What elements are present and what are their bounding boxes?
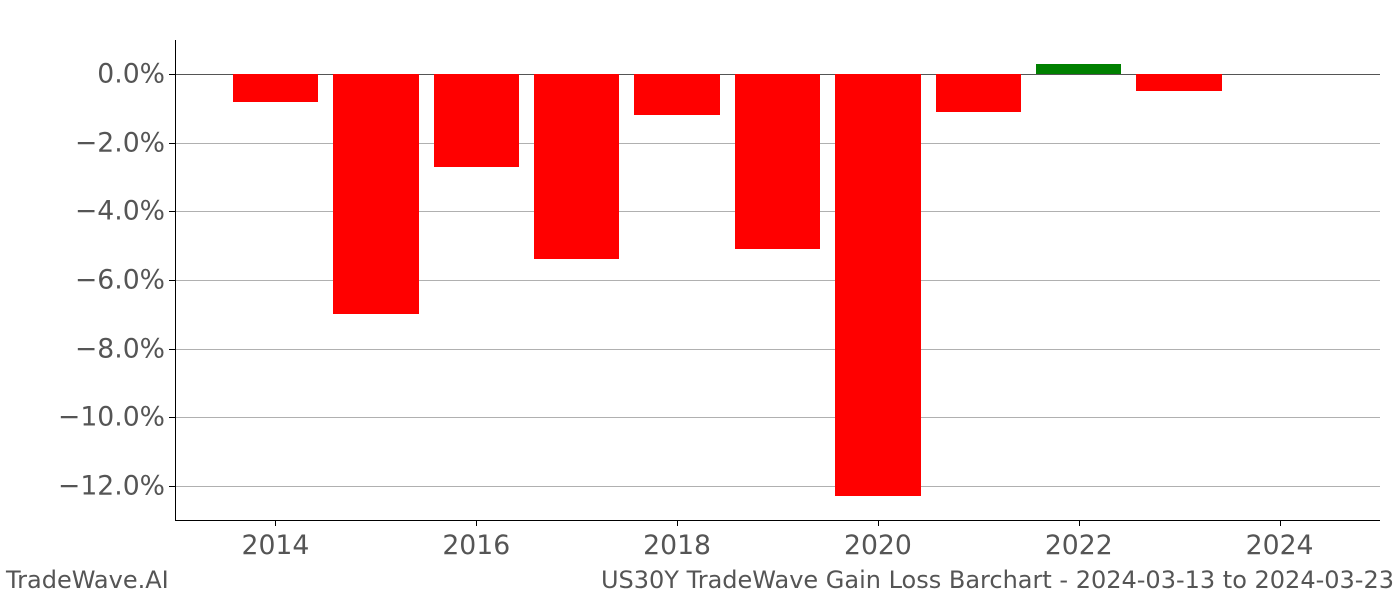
ytick-label: −4.0%	[75, 196, 175, 227]
ytick-label: −6.0%	[75, 265, 175, 296]
gain-loss-barchart: 0.0%−2.0%−4.0%−6.0%−8.0%−10.0%−12.0%2014…	[175, 40, 1380, 520]
xtick-label: 2020	[844, 520, 912, 561]
brand-label: TradeWave.AI	[6, 566, 169, 594]
xtick-label: 2018	[643, 520, 711, 561]
xtick-label: 2024	[1246, 520, 1314, 561]
xtick-label: 2014	[241, 520, 309, 561]
bar	[1036, 64, 1121, 74]
bar	[1136, 74, 1221, 91]
gridline	[175, 486, 1380, 487]
axis-spine-bottom	[175, 520, 1380, 521]
bar	[434, 74, 519, 167]
bar	[333, 74, 418, 314]
ytick-label: −12.0%	[58, 470, 175, 501]
bar	[634, 74, 719, 115]
ytick-label: −10.0%	[58, 402, 175, 433]
axis-spine-left	[175, 40, 176, 520]
gridline	[175, 349, 1380, 350]
bar	[936, 74, 1021, 112]
gridline	[175, 417, 1380, 418]
ytick-label: −8.0%	[75, 333, 175, 364]
bar	[534, 74, 619, 259]
ytick-label: 0.0%	[97, 59, 175, 90]
xtick-label: 2022	[1045, 520, 1113, 561]
ytick-label: −2.0%	[75, 127, 175, 158]
bar	[835, 74, 920, 496]
bar	[233, 74, 318, 101]
chart-caption: US30Y TradeWave Gain Loss Barchart - 202…	[601, 566, 1394, 594]
xtick-label: 2016	[442, 520, 510, 561]
bar	[735, 74, 820, 249]
